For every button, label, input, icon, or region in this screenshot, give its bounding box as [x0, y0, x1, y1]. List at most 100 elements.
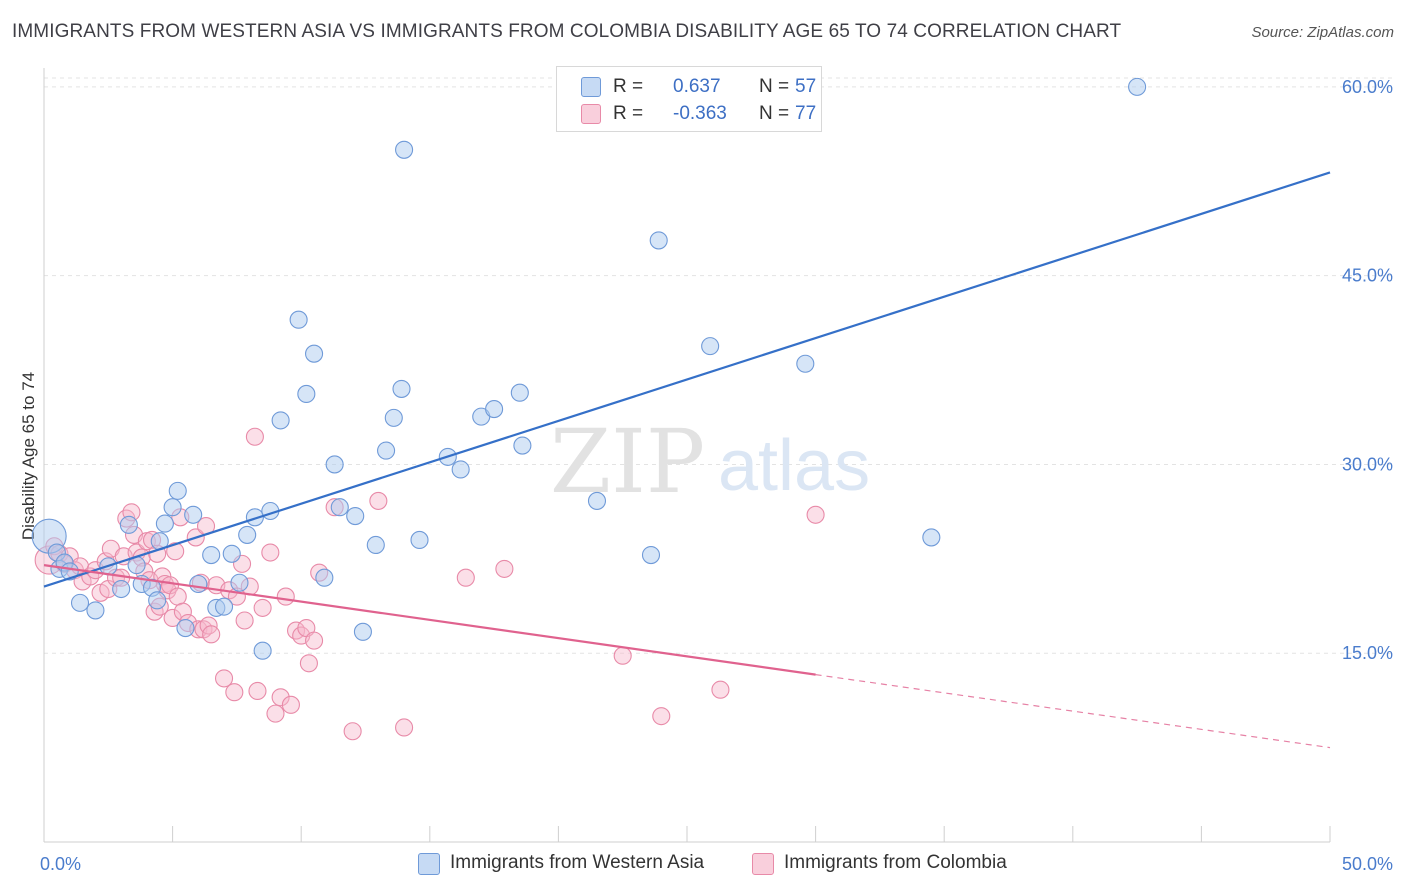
data-point-western-asia: [485, 400, 504, 419]
data-point-western-asia: [922, 528, 941, 547]
legend-r-value: -0.363: [673, 103, 727, 124]
data-point-western-asia: [222, 544, 241, 563]
data-point-western-asia: [649, 231, 668, 250]
data-point-colombia: [395, 718, 414, 737]
data-point-colombia: [287, 621, 306, 640]
data-point-western-asia: [271, 411, 290, 430]
data-point-colombia: [305, 631, 324, 650]
data-point-colombia: [166, 542, 185, 561]
x-tick-label: 0.0%: [40, 854, 81, 874]
data-point-colombia: [261, 543, 280, 562]
data-point-western-asia: [384, 408, 403, 427]
data-point-western-asia: [353, 622, 372, 641]
data-point-western-asia: [377, 441, 396, 460]
legend-r-label: R =: [613, 76, 644, 97]
legend-n-value: 77: [795, 103, 817, 124]
watermark-atlas: atlas: [718, 426, 870, 506]
data-point-western-asia: [202, 546, 221, 565]
data-point-colombia: [225, 683, 244, 702]
data-point-western-asia: [325, 455, 344, 474]
data-point-western-asia: [112, 579, 131, 599]
data-point-colombia: [652, 707, 671, 726]
data-point-western-asia: [238, 525, 257, 544]
legend-n-label: N =: [759, 76, 790, 97]
data-point-western-asia: [330, 498, 349, 517]
legend-label-colombia: Immigrants from Colombia: [784, 852, 1007, 873]
data-point-colombia: [711, 680, 730, 699]
y-tick-label: 60.0%: [1342, 77, 1393, 97]
data-point-colombia: [299, 654, 318, 673]
trend-line-western-asia: [43, 171, 1331, 588]
data-point-western-asia: [410, 530, 429, 550]
data-point-western-asia: [119, 515, 138, 534]
data-point-western-asia: [168, 481, 187, 500]
legend-r-label: R =: [613, 103, 644, 124]
data-point-western-asia: [346, 506, 365, 526]
legend-swatch-blue: [581, 77, 601, 97]
data-point-western-asia: [189, 574, 208, 594]
data-point-western-asia: [155, 514, 174, 533]
data-point-colombia: [248, 681, 267, 701]
data-point-western-asia: [163, 498, 182, 517]
trend-lines: [43, 171, 1331, 749]
data-point-colombia: [369, 491, 388, 510]
legend-n-value: 57: [795, 76, 817, 97]
data-point-colombia: [168, 587, 187, 606]
data-point-colombia: [456, 568, 475, 587]
stats-legend: R = 0.637 N = 57 R = -0.363 N = 77: [556, 66, 822, 132]
data-point-colombia: [235, 611, 254, 630]
series-legend: Immigrants from Western Asia Immigrants …: [0, 852, 1406, 878]
watermark: ZIP atlas: [550, 410, 870, 513]
legend-r-value: 0.637: [673, 76, 721, 97]
x-tick-labels: 0.0% 50.0%: [40, 854, 1393, 874]
data-point-western-asia: [392, 379, 411, 398]
data-point-western-asia: [796, 354, 815, 373]
y-tick-label: 30.0%: [1342, 454, 1393, 474]
data-point-western-asia: [289, 310, 308, 329]
legend-label-western-asia: Immigrants from Western Asia: [450, 852, 705, 873]
data-point-colombia: [253, 598, 272, 617]
trend-line-colombia-extension: [815, 674, 1331, 749]
data-point-colombia: [613, 646, 632, 665]
data-point-western-asia: [230, 573, 249, 592]
y-axis-title: Disability Age 65 to 74: [19, 372, 38, 540]
data-point-western-asia: [315, 568, 334, 587]
data-point-colombia: [202, 625, 221, 644]
legend-swatch-pink: [752, 853, 774, 875]
data-point-colombia: [343, 722, 362, 741]
data-point-western-asia: [451, 460, 470, 479]
trend-line-colombia: [43, 564, 816, 676]
data-point-western-asia: [70, 593, 90, 612]
data-point-colombia: [495, 559, 514, 578]
data-point-colombia: [214, 669, 234, 688]
data-point-colombia: [806, 505, 825, 524]
data-point-western-asia: [1128, 77, 1147, 96]
data-point-western-asia: [587, 491, 607, 510]
data-point-western-asia: [253, 641, 272, 660]
y-tick-label: 15.0%: [1342, 643, 1393, 663]
data-point-western-asia: [214, 597, 234, 616]
data-point-western-asia: [176, 618, 195, 638]
y-tick-labels: 15.0% 30.0% 45.0% 60.0%: [1342, 77, 1393, 663]
legend-n-label: N =: [759, 103, 790, 124]
data-point-western-asia: [305, 344, 324, 363]
data-point-western-asia: [366, 535, 385, 555]
data-point-western-asia: [245, 508, 264, 527]
series-western-asia-points: [31, 77, 1147, 660]
data-point-western-asia: [297, 384, 316, 404]
data-point-western-asia: [395, 140, 414, 159]
chart-title: IMMIGRANTS FROM WESTERN ASIA VS IMMIGRAN…: [12, 21, 1122, 42]
data-point-western-asia: [641, 546, 661, 565]
data-point-colombia: [266, 704, 285, 723]
data-point-western-asia: [148, 591, 167, 610]
data-point-colombia: [281, 695, 300, 714]
legend-swatch-pink: [581, 104, 601, 124]
data-point-western-asia: [86, 601, 105, 620]
y-tick-label: 45.0%: [1342, 266, 1393, 286]
data-point-western-asia: [184, 505, 203, 524]
tick-marks: [43, 826, 1331, 842]
watermark-zip: ZIP: [550, 410, 705, 513]
data-point-western-asia: [701, 337, 720, 356]
data-point-colombia: [276, 587, 295, 606]
